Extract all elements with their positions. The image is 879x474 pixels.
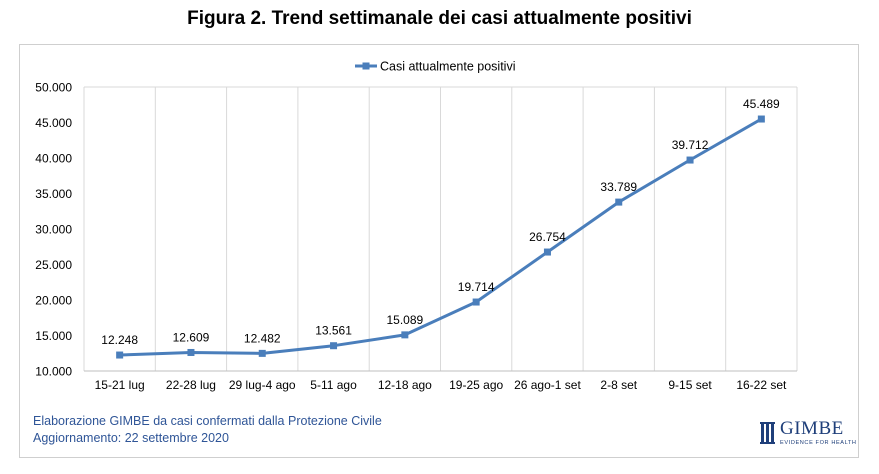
data-point xyxy=(543,248,551,256)
y-tick-label: 50.000 xyxy=(35,81,72,95)
y-tick-label: 30.000 xyxy=(35,223,72,237)
update-date: Aggiornamento: 22 settembre 2020 xyxy=(33,431,229,445)
x-tick-label: 29 lug-4 ago xyxy=(229,378,296,392)
data-label: 13.561 xyxy=(315,324,352,338)
y-tick-label: 25.000 xyxy=(35,258,72,272)
source-note: Elaborazione GIMBE da casi confermati da… xyxy=(33,414,382,428)
data-label: 19.714 xyxy=(458,280,495,294)
data-point xyxy=(187,348,195,356)
data-point xyxy=(472,298,480,306)
y-tick-label: 40.000 xyxy=(35,152,72,166)
data-label: 45.489 xyxy=(743,97,780,111)
data-point xyxy=(615,198,623,206)
x-tick-label: 16-22 set xyxy=(736,378,787,392)
data-label: 12.482 xyxy=(244,331,281,345)
gimbe-logo-icon xyxy=(760,422,775,444)
data-label: 39.712 xyxy=(672,138,709,152)
x-tick-label: 5-11 ago xyxy=(310,378,357,392)
data-label: 12.248 xyxy=(101,333,138,347)
y-tick-label: 20.000 xyxy=(35,294,72,308)
data-label: 33.789 xyxy=(600,180,637,194)
x-tick-label: 9-15 set xyxy=(668,378,712,392)
data-point xyxy=(116,351,124,359)
gimbe-logo: GIMBE EVIDENCE FOR HEALTH xyxy=(760,418,856,450)
y-tick-label: 45.000 xyxy=(35,116,72,130)
chart-frame xyxy=(19,44,859,458)
data-point xyxy=(757,115,765,123)
data-label: 12.609 xyxy=(173,330,210,344)
x-tick-label: 12-18 ago xyxy=(378,378,432,392)
y-tick-label: 10.000 xyxy=(35,365,72,379)
data-point xyxy=(686,156,694,164)
x-tick-label: 2-8 set xyxy=(600,378,637,392)
series-line xyxy=(118,117,763,357)
data-label: 15.089 xyxy=(386,313,423,327)
logo-wordmark: GIMBE xyxy=(780,418,844,439)
data-point xyxy=(401,331,409,339)
y-tick-label: 15.000 xyxy=(35,329,72,343)
x-tick-label: 22-28 lug xyxy=(166,378,216,392)
x-tick-label: 19-25 ago xyxy=(449,378,503,392)
data-point xyxy=(258,349,266,357)
logo-tagline: EVIDENCE FOR HEALTH xyxy=(780,440,857,446)
data-label: 26.754 xyxy=(529,230,566,244)
data-point xyxy=(330,342,338,350)
x-tick-label: 26 ago-1 set xyxy=(514,378,581,392)
x-tick-label: 15-21 lug xyxy=(95,378,145,392)
chart-legend: Casi attualmente positivi xyxy=(355,60,515,74)
legend-label: Casi attualmente positivi xyxy=(380,60,515,74)
y-tick-label: 35.000 xyxy=(35,187,72,201)
chart-title: Figura 2. Trend settimanale dei casi att… xyxy=(187,8,692,29)
